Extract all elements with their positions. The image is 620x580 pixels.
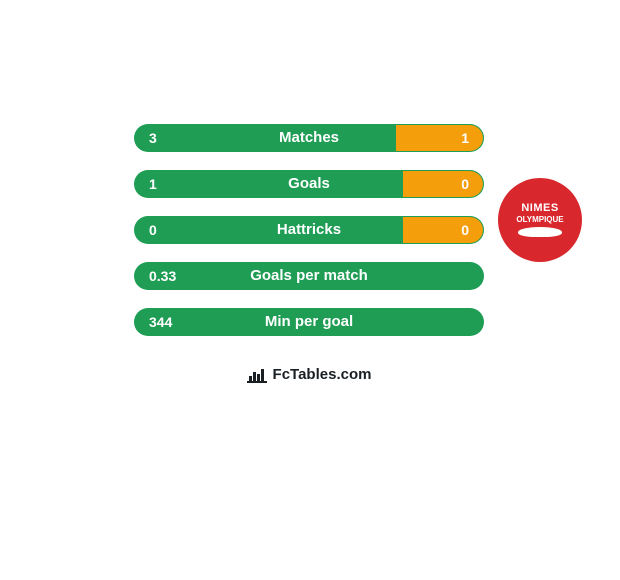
- comparison-bar-row: 10Goals: [134, 170, 484, 198]
- infographic-date: 17 september 2024: [0, 408, 620, 426]
- comparison-bar-row: 344Min per goal: [134, 308, 484, 336]
- club-badge-line2: OLYMPIQUE: [516, 216, 563, 224]
- bar-label: Goals: [135, 171, 483, 198]
- footer-brand-box: FcTables.com: [200, 354, 418, 394]
- page-title: Tchato Mbiayi vs Ali Abdallah: [0, 4, 620, 41]
- page-subtitle: Club competitions, Season 2024/2025: [0, 62, 620, 80]
- crocodile-icon: [518, 227, 562, 237]
- comparison-bars: 31Matches 10Goals 00Hattricks 0.33Goals per…: [134, 124, 484, 354]
- bar-label: Hattricks: [135, 217, 483, 244]
- bar-label: Min per goal: [135, 309, 483, 336]
- bar-chart-icon: [247, 365, 267, 383]
- bar-label: Matches: [135, 125, 483, 152]
- bar-label: Goals per match: [135, 263, 483, 290]
- club-badge-right: NIMES OLYMPIQUE: [498, 178, 582, 262]
- club-badge-line1: NIMES: [521, 203, 558, 214]
- comparison-bar-row: 31Matches: [134, 124, 484, 152]
- footer-brand-label: FcTables.com: [273, 366, 372, 383]
- comparison-bar-row: 00Hattricks: [134, 216, 484, 244]
- player-oval: [492, 122, 596, 148]
- player-oval: [8, 122, 112, 148]
- player-oval: [18, 178, 122, 204]
- comparison-infographic: Tchato Mbiayi vs Ali Abdallah Club compe…: [0, 0, 620, 580]
- comparison-bar-row: 0.33Goals per match: [134, 262, 484, 290]
